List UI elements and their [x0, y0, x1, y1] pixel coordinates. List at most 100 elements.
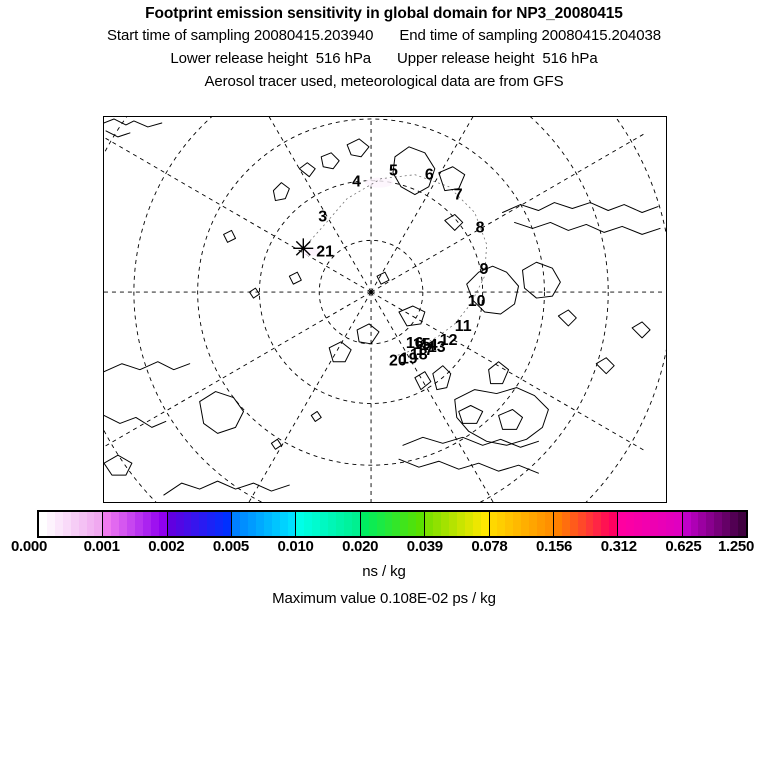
colorbar-tick-label: 0.000 — [10, 538, 48, 555]
colorbar-segment — [232, 512, 297, 536]
colorbar-step — [46, 512, 55, 536]
colorbar-tick-label: 0.156 — [536, 538, 573, 555]
colorbar-step — [682, 512, 691, 536]
colorbar-tick-label: 0.625 — [665, 538, 702, 555]
colorbar-step — [577, 512, 586, 536]
colorbar-segment — [39, 512, 104, 536]
colorbar-step — [537, 512, 545, 536]
colorbar-step — [714, 512, 723, 536]
colorbar-step — [175, 512, 184, 536]
trajectory-label: 3 — [318, 208, 327, 225]
colorbar-step — [287, 512, 296, 536]
trajectory-label: 21 — [316, 243, 334, 260]
trajectory-label: 12 — [440, 332, 458, 349]
colorbar-step — [376, 512, 385, 536]
colorbar[interactable] — [37, 510, 748, 538]
colorbar-step — [86, 512, 95, 536]
colorbar-step — [54, 512, 63, 536]
colorbar-step — [320, 512, 329, 536]
header: Footprint emission sensitivity in global… — [0, 0, 768, 93]
trajectory-label: 9 — [480, 261, 489, 278]
colorbar-step — [441, 512, 449, 536]
trajectory-label: 17 — [416, 342, 434, 359]
colorbar-step — [78, 512, 87, 536]
colorbar-step — [158, 512, 167, 536]
colorbar-tick-label: 0.010 — [277, 538, 314, 555]
colorbar-step — [167, 512, 176, 536]
colorbar-tick-labels: 0.000 0.001 0.002 0.005 0.010 0.020 0.039 0.078… — [0, 538, 768, 558]
colorbar-step — [360, 512, 369, 536]
colorbar-step — [183, 512, 192, 536]
map-panel[interactable]: 3 4 5 6 7 8 9 10 11 12 13 14 15 16 17 18 19 20 21 — [103, 116, 667, 503]
colorbar-step — [111, 512, 120, 536]
colorbar-wrap — [37, 510, 748, 538]
colorbar-segment — [425, 512, 490, 536]
trajectory-label: 11 — [455, 318, 472, 335]
trajectory-label: 14 — [420, 337, 438, 354]
colorbar-step — [127, 512, 136, 536]
colorbar-step — [464, 512, 473, 536]
colorbar-step — [247, 512, 256, 536]
colorbar-tick-label: 1.250 — [717, 538, 755, 555]
colorbar-step — [392, 512, 401, 536]
colorbar-step — [690, 512, 699, 536]
trajectory-label: 8 — [476, 219, 485, 236]
latitude-circles — [104, 117, 666, 502]
colorbar-step — [199, 512, 208, 536]
trajectory-label: 13 — [428, 339, 446, 356]
trajectory-label: 10 — [468, 293, 486, 310]
colorbar-segment — [360, 512, 426, 536]
colorbar-step — [408, 512, 417, 536]
footprint-plume — [302, 177, 393, 257]
colorbar-step — [609, 512, 618, 536]
colorbar-step — [296, 512, 305, 536]
colorbar-step — [456, 512, 465, 536]
colorbar-step — [142, 512, 151, 536]
colorbar-step — [657, 512, 666, 536]
colorbar-step — [400, 512, 409, 536]
colorbar-step — [263, 512, 272, 536]
colorbar-step — [191, 512, 200, 536]
colorbar-step — [448, 512, 457, 536]
colorbar-step — [634, 512, 642, 536]
colorbar-step — [472, 512, 481, 536]
colorbar-step — [223, 512, 232, 536]
maximum-value-label: Maximum value 0.108E-02 ps / kg — [272, 590, 496, 607]
colorbar-step — [336, 512, 344, 536]
colorbar-step — [255, 512, 264, 536]
colorbar-step — [649, 512, 658, 536]
colorbar-step — [529, 512, 538, 536]
start-time-label: Start time of sampling 20080415.203940 — [107, 27, 374, 44]
colorbar-step — [271, 512, 280, 536]
trajectory-label: 18 — [410, 347, 428, 364]
colorbar-step — [433, 512, 441, 536]
colorbar-step — [328, 512, 337, 536]
colorbar-step — [730, 512, 739, 536]
colorbar-step — [351, 512, 360, 536]
end-time-label: End time of sampling 20080415.204038 — [399, 27, 661, 44]
colorbar-segment — [167, 512, 233, 536]
colorbar-tick-label: 0.078 — [471, 538, 508, 555]
colorbar-step — [553, 512, 562, 536]
colorbar-step — [706, 512, 715, 536]
colorbar-step — [150, 512, 159, 536]
colorbar-segment — [296, 512, 361, 536]
colorbar-unit-label: ns / kg — [362, 563, 406, 580]
trajectory-label: 19 — [400, 351, 418, 368]
coastlines — [104, 118, 661, 496]
trajectory-label: 16 — [406, 335, 424, 352]
meridians — [104, 117, 666, 502]
colorbar-tick-label: 0.002 — [148, 538, 185, 555]
lower-release-height-label: Lower release height 516 hPa — [170, 50, 371, 67]
colorbar-segment — [553, 512, 619, 536]
colorbar-step — [416, 512, 425, 536]
colorbar-tick-label: 0.020 — [342, 538, 379, 555]
upper-release-height-label: Upper release height 516 hPa — [397, 50, 598, 67]
colorbar-step — [368, 512, 377, 536]
colorbar-step — [215, 512, 224, 536]
colorbar-step — [343, 512, 352, 536]
colorbar-step — [698, 512, 707, 536]
colorbar-step — [103, 512, 112, 536]
